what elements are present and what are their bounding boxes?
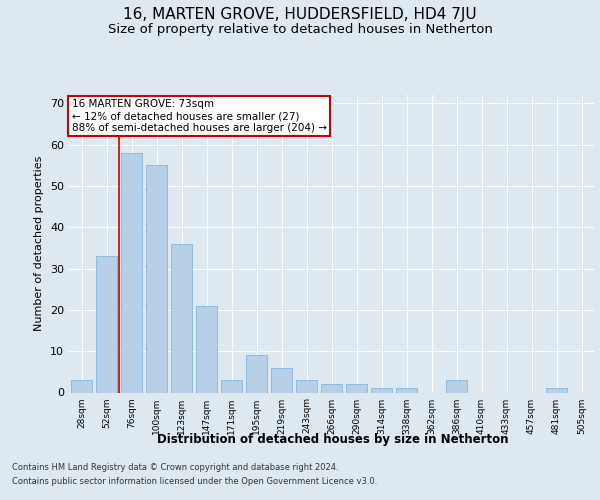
Bar — [121, 153, 142, 392]
Text: Distribution of detached houses by size in Netherton: Distribution of detached houses by size … — [157, 432, 509, 446]
Bar — [296, 380, 317, 392]
Bar — [221, 380, 242, 392]
Bar — [71, 380, 92, 392]
Text: Contains public sector information licensed under the Open Government Licence v3: Contains public sector information licen… — [12, 477, 377, 486]
Bar — [171, 244, 192, 392]
Bar — [546, 388, 567, 392]
Bar — [371, 388, 392, 392]
Bar — [246, 356, 267, 393]
Bar — [96, 256, 117, 392]
Bar — [271, 368, 292, 392]
Text: 16 MARTEN GROVE: 73sqm
← 12% of detached houses are smaller (27)
88% of semi-det: 16 MARTEN GROVE: 73sqm ← 12% of detached… — [71, 100, 326, 132]
Bar — [396, 388, 417, 392]
Bar — [196, 306, 217, 392]
Y-axis label: Number of detached properties: Number of detached properties — [34, 156, 44, 332]
Bar — [346, 384, 367, 392]
Text: Size of property relative to detached houses in Netherton: Size of property relative to detached ho… — [107, 22, 493, 36]
Bar — [146, 165, 167, 392]
Bar — [321, 384, 342, 392]
Text: Contains HM Land Registry data © Crown copyright and database right 2024.: Contains HM Land Registry data © Crown c… — [12, 464, 338, 472]
Text: 16, MARTEN GROVE, HUDDERSFIELD, HD4 7JU: 16, MARTEN GROVE, HUDDERSFIELD, HD4 7JU — [123, 8, 477, 22]
Bar — [446, 380, 467, 392]
